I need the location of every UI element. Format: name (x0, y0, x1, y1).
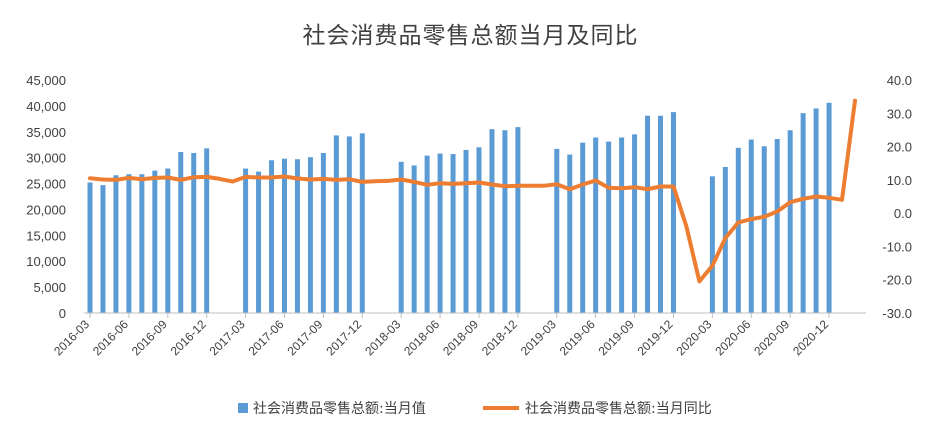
left-y-tick-label: 45,000 (26, 73, 66, 88)
bar (554, 148, 560, 313)
bar (320, 153, 326, 313)
bar (502, 130, 508, 313)
bar (670, 112, 676, 313)
bar (632, 134, 638, 313)
bar (139, 174, 145, 313)
x-tick-label: 2018-09 (440, 317, 481, 358)
bar (281, 158, 287, 313)
x-tick-label: 2016-03 (51, 317, 92, 358)
left-y-tick-label: 0 (59, 306, 66, 321)
bar (398, 161, 404, 313)
yoy-line (88, 98, 857, 284)
bar (826, 102, 832, 313)
bar (476, 147, 482, 313)
legend-bar-swatch (238, 403, 248, 413)
bar (243, 168, 249, 313)
right-y-tick-label: 10.0 (887, 173, 912, 188)
x-tick-label: 2018-06 (401, 317, 442, 358)
right-y-tick-label: 40.0 (887, 73, 912, 88)
bar (437, 153, 443, 313)
left-y-tick-label: 10,000 (26, 254, 66, 269)
x-tick-label: 2016-12 (168, 317, 209, 358)
left-y-tick-label: 40,000 (26, 99, 66, 114)
x-tick-label: 2016-06 (90, 317, 131, 358)
bar (152, 170, 158, 313)
legend-bar-label: 社会消费品零售总额:当月值 (253, 401, 426, 417)
bar (748, 139, 754, 313)
bar (567, 154, 573, 313)
legend-line-label: 社会消费品零售总额:当月同比 (525, 401, 712, 417)
bar (256, 171, 262, 313)
bar (800, 113, 806, 313)
bar (87, 182, 93, 313)
bar (787, 130, 793, 313)
x-tick-label: 2016-09 (129, 317, 170, 358)
bar (307, 157, 313, 313)
left-y-tick-label: 5,000 (33, 280, 66, 295)
x-tick-label: 2020-09 (751, 317, 792, 358)
bar (204, 148, 210, 313)
bar (658, 115, 664, 313)
x-tick-label: 2017-09 (284, 317, 325, 358)
bar (735, 147, 741, 313)
x-tick-label: 2020-12 (790, 317, 831, 358)
x-tick-label: 2020-03 (673, 317, 714, 358)
bar (774, 139, 780, 313)
bar (813, 108, 819, 313)
bar (645, 115, 651, 313)
bar (333, 135, 339, 313)
x-tick-label: 2019-06 (557, 317, 598, 358)
x-tick-label: 2020-06 (712, 317, 753, 358)
left-y-tick-label: 15,000 (26, 228, 66, 243)
right-y-tick-label: 20.0 (887, 140, 912, 155)
bar (126, 174, 132, 313)
right-y-tick-label: -20.0 (882, 273, 912, 288)
chart-title: 社会消费品零售总额当月及同比 (302, 23, 639, 49)
bar (619, 137, 625, 313)
bar (761, 146, 767, 313)
bar (489, 129, 495, 313)
bar (165, 168, 171, 313)
x-tick-label: 2017-03 (207, 317, 248, 358)
x-tick-label: 2017-06 (246, 317, 287, 358)
bar (450, 154, 456, 313)
bar (580, 142, 586, 313)
bar (294, 159, 300, 313)
bar (463, 149, 469, 313)
bar (178, 151, 184, 313)
bar (113, 175, 119, 313)
left-y-tick-label: 35,000 (26, 125, 66, 140)
x-tick-label: 2018-12 (479, 317, 520, 358)
bar (359, 133, 365, 313)
bar (100, 185, 106, 313)
bar (269, 160, 275, 313)
x-tick-label: 2018-03 (362, 317, 403, 358)
bar (515, 127, 521, 314)
right-y-tick-label: -10.0 (882, 239, 912, 254)
bar (346, 136, 352, 313)
bar (709, 176, 715, 313)
right-y-axis: -30.0 -20.0 -10.0 0.0 10.0 20.0 30.0 40.0 (882, 73, 912, 321)
bar (411, 165, 417, 313)
legend[interactable]: 社会消费品零售总额:当月值 社会消费品零售总额:当月同比 (238, 401, 712, 417)
left-y-tick-label: 20,000 (26, 202, 66, 217)
x-axis: 2016-032016-062016-092016-122017-032017-… (51, 313, 831, 358)
bar-series (87, 102, 832, 314)
left-y-tick-label: 30,000 (26, 151, 66, 166)
bar (424, 155, 430, 313)
x-tick-label: 2019-03 (518, 317, 559, 358)
right-y-tick-label: 0.0 (894, 206, 912, 221)
left-y-axis: 0 5,000 10,000 15,000 20,000 25,000 30,000 35,0… (26, 73, 66, 321)
bar (593, 137, 599, 313)
x-tick-label: 2019-12 (635, 317, 676, 358)
x-tick-label: 2019-09 (596, 317, 637, 358)
right-y-tick-label: 30.0 (887, 106, 912, 121)
bar (191, 153, 197, 313)
right-y-tick-label: -30.0 (882, 306, 912, 321)
left-y-tick-label: 25,000 (26, 177, 66, 192)
x-tick-label: 2017-12 (323, 317, 364, 358)
bar (606, 141, 612, 313)
